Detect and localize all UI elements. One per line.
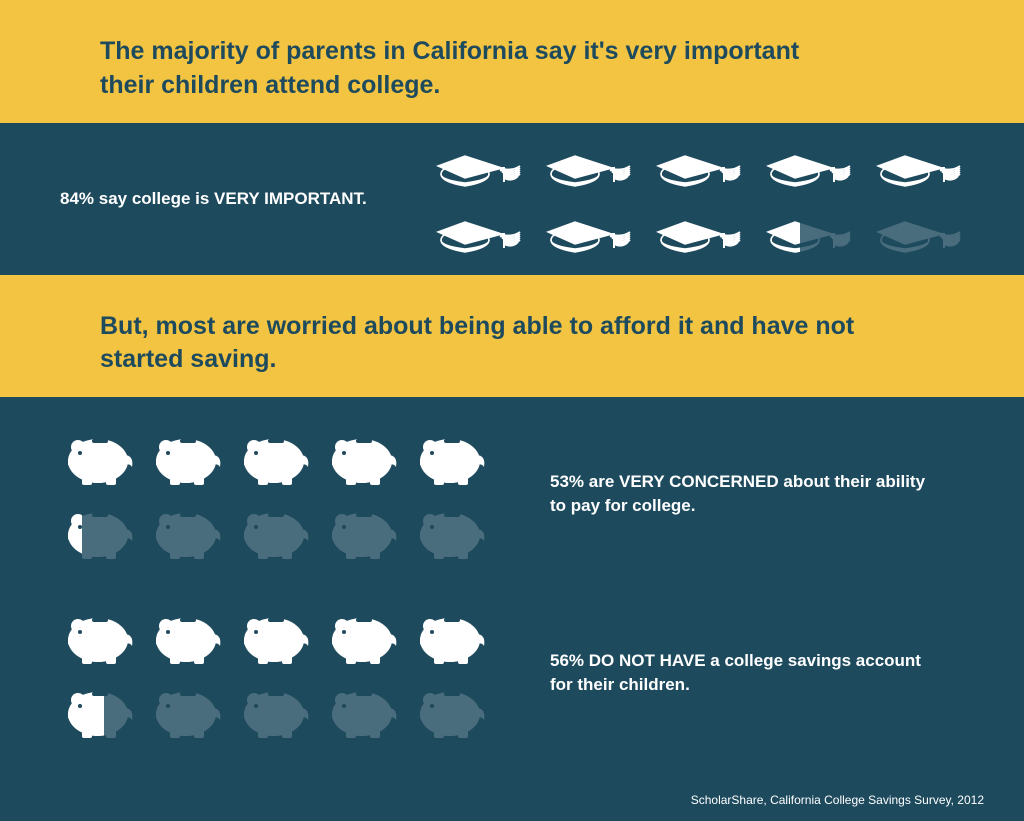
piggy-bank-icon bbox=[148, 501, 222, 561]
grad-cap-icon bbox=[650, 204, 750, 260]
grad-cap-icon bbox=[760, 138, 860, 194]
piggy-bank-icon bbox=[148, 606, 222, 666]
grad-cap-icon bbox=[870, 204, 970, 260]
piggy-bank-icon bbox=[412, 427, 486, 487]
piggy-bank-icon bbox=[236, 680, 310, 740]
stat-band-1: 84% say college is VERY IMPORTANT. bbox=[0, 123, 1024, 275]
piggy-bank-icon bbox=[236, 427, 310, 487]
stat-3-text: 56% DO NOT HAVE a college savings accoun… bbox=[550, 649, 930, 697]
stat-2-text: 53% are VERY CONCERNED about their abili… bbox=[550, 470, 930, 518]
grad-cap-icon bbox=[870, 138, 970, 194]
piggy-bank-icon bbox=[60, 501, 134, 561]
grad-cap-icon bbox=[650, 138, 750, 194]
stat-row-2: 53% are VERY CONCERNED about their abili… bbox=[60, 427, 964, 561]
piggy-bank-icon bbox=[60, 680, 134, 740]
header-band-1: The majority of parents in California sa… bbox=[0, 0, 1024, 123]
piggy-grid-2 bbox=[60, 606, 500, 740]
stat-row-3: 56% DO NOT HAVE a college savings accoun… bbox=[60, 606, 964, 740]
piggy-bank-icon bbox=[324, 427, 398, 487]
header-band-2: But, most are worried about being able t… bbox=[0, 275, 1024, 398]
grad-cap-icon bbox=[430, 204, 530, 260]
piggy-bank-icon bbox=[148, 427, 222, 487]
piggy-grid-1 bbox=[60, 427, 500, 561]
piggy-bank-icon bbox=[148, 680, 222, 740]
grad-cap-grid bbox=[430, 138, 1000, 260]
stat-1-text: 84% say college is VERY IMPORTANT. bbox=[60, 189, 420, 209]
stat-band-2: 53% are VERY CONCERNED about their abili… bbox=[0, 397, 1024, 821]
piggy-bank-icon bbox=[412, 680, 486, 740]
piggy-bank-icon bbox=[412, 606, 486, 666]
source-text: ScholarShare, California College Savings… bbox=[691, 793, 984, 807]
piggy-bank-icon bbox=[60, 427, 134, 487]
header-2-text: But, most are worried about being able t… bbox=[100, 310, 860, 378]
piggy-bank-icon bbox=[236, 606, 310, 666]
piggy-bank-icon bbox=[324, 680, 398, 740]
grad-cap-icon bbox=[430, 138, 530, 194]
piggy-bank-icon bbox=[324, 501, 398, 561]
piggy-bank-icon bbox=[236, 501, 310, 561]
header-1-text: The majority of parents in California sa… bbox=[100, 35, 860, 103]
piggy-bank-icon bbox=[412, 501, 486, 561]
grad-cap-icon bbox=[540, 204, 640, 260]
piggy-bank-icon bbox=[324, 606, 398, 666]
grad-cap-icon bbox=[540, 138, 640, 194]
piggy-bank-icon bbox=[60, 606, 134, 666]
grad-cap-icon bbox=[760, 204, 860, 260]
